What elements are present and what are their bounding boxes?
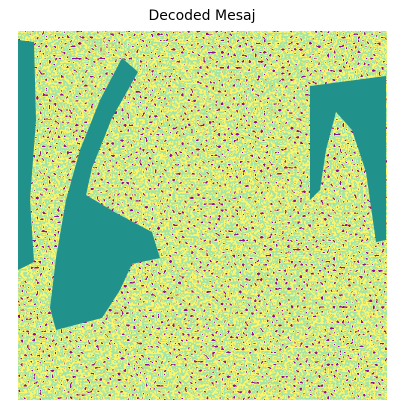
teal-region <box>18 40 36 270</box>
teal-region <box>50 58 160 330</box>
title: Decoded Mesaj <box>149 8 256 24</box>
image <box>18 31 387 400</box>
teal-region <box>310 76 386 242</box>
